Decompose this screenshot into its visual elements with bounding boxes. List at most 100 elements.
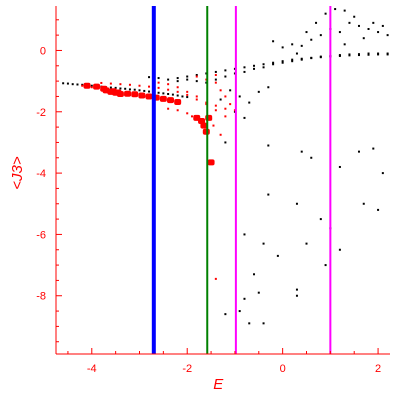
data-point: [243, 233, 246, 236]
data-point: [190, 115, 193, 118]
data-point: [295, 202, 298, 205]
data-point: [148, 90, 151, 93]
data-point: [138, 89, 141, 92]
data-point: [171, 93, 174, 96]
data-point: [267, 86, 270, 89]
y-tick-label: -8: [36, 291, 46, 303]
data-point: [148, 85, 151, 88]
data-point: [377, 208, 380, 211]
data-point: [157, 81, 160, 84]
x-tick-label: -2: [182, 363, 192, 375]
data-point: [324, 264, 327, 267]
x-axis-title: E: [213, 376, 224, 393]
data-point: [71, 83, 74, 86]
x-tick-label: 2: [375, 363, 381, 375]
data-point: [81, 84, 84, 87]
data-point: [131, 91, 139, 98]
data-point: [257, 90, 260, 93]
data-point: [300, 150, 303, 153]
data-point: [295, 288, 298, 291]
data-point: [124, 90, 132, 97]
data-point: [214, 109, 217, 112]
data-point: [281, 60, 284, 63]
data-point: [195, 73, 198, 76]
data-point: [295, 294, 298, 297]
data-point: [157, 86, 160, 89]
data-point: [319, 56, 322, 59]
data-point: [219, 89, 222, 92]
reference-lines: [151, 6, 332, 354]
data-point: [243, 116, 246, 119]
data-point: [305, 31, 308, 34]
data-point: [176, 86, 179, 89]
data-point: [186, 90, 189, 93]
data-point: [176, 77, 179, 80]
data-point: [102, 87, 110, 94]
data-point: [157, 77, 160, 80]
data-point: [176, 94, 179, 97]
data-point: [348, 21, 351, 24]
data-point: [162, 92, 165, 95]
data-point: [212, 124, 215, 127]
data-point: [386, 53, 389, 56]
data-point: [300, 44, 303, 47]
data-point: [348, 54, 351, 57]
data-marks: [62, 8, 389, 325]
data-point: [167, 83, 170, 86]
data-point: [253, 273, 256, 276]
data-point: [262, 63, 265, 66]
data-point: [248, 101, 251, 104]
data-point: [295, 52, 298, 55]
data-point: [238, 310, 241, 313]
data-point: [100, 81, 103, 84]
data-point: [377, 53, 380, 56]
data-point: [262, 322, 265, 325]
data-point: [310, 38, 313, 41]
data-point: [281, 61, 284, 64]
data-point: [195, 95, 198, 98]
data-point: [195, 98, 198, 101]
data-point: [214, 81, 217, 84]
data-point: [353, 15, 356, 18]
data-point: [324, 12, 327, 15]
data-point: [262, 242, 265, 245]
data-point: [214, 70, 217, 73]
data-point: [343, 9, 346, 12]
axes: [55, 6, 390, 355]
y-tick-label: -4: [36, 168, 46, 180]
data-point: [219, 98, 222, 101]
data-point: [267, 193, 270, 196]
data-point: [305, 242, 308, 245]
data-point: [238, 95, 241, 98]
data-point: [214, 104, 217, 107]
data-point: [62, 82, 65, 85]
y-tick-label: -2: [36, 107, 46, 119]
data-point: [176, 90, 179, 93]
data-point: [357, 150, 360, 153]
x-tick-label: -4: [87, 363, 97, 375]
data-point: [357, 24, 360, 27]
ticks: -4 -2 0 2 0 -2 -4 -6 -8: [36, 19, 381, 375]
data-point: [253, 67, 256, 70]
data-point: [377, 31, 380, 34]
data-point: [381, 24, 384, 27]
data-point: [186, 96, 189, 99]
data-point: [109, 86, 112, 89]
data-point: [181, 95, 184, 98]
data-point: [186, 75, 189, 78]
data-point: [272, 63, 275, 66]
data-point: [76, 83, 79, 86]
data-point: [300, 58, 303, 61]
y-tick-label: -6: [36, 229, 46, 241]
data-point: [362, 37, 365, 40]
data-point: [167, 78, 170, 81]
data-point: [143, 89, 146, 92]
data-point: [338, 165, 341, 168]
data-point: [310, 156, 313, 159]
data-point: [133, 88, 136, 91]
data-point: [253, 64, 256, 67]
data-point: [186, 93, 189, 96]
data-point: [372, 147, 375, 150]
data-point: [198, 117, 206, 124]
